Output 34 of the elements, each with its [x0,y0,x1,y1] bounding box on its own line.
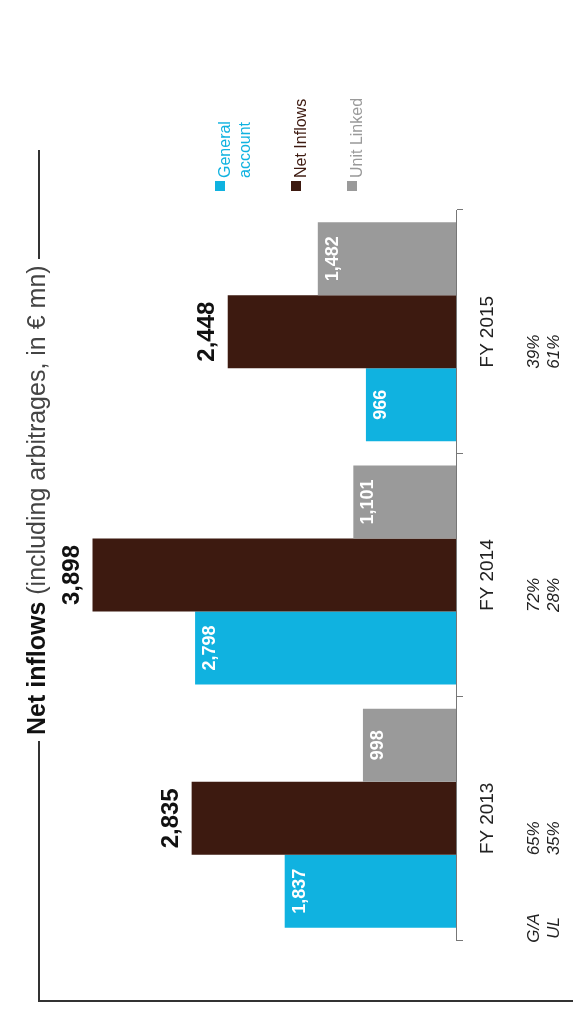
text: 72% [524,577,544,613]
data-label: 966 [369,389,390,420]
bar [317,222,456,296]
text: (including arbitrages, in € mn) [22,265,50,595]
bar [365,368,456,442]
text: UL [544,917,564,939]
data-label: 3,898 [57,544,85,606]
bar [191,781,456,855]
text: 35% [544,821,564,856]
data-label: 1,482 [321,236,342,282]
text: 39% [524,334,544,369]
bar [362,708,456,782]
data-label: 2,448 [192,301,220,362]
data-label: 998 [366,730,387,761]
text: G/A [524,913,544,943]
text: General account [215,120,254,178]
data-label: 1,101 [357,479,378,525]
y-tick-label: FY 2013 [475,782,497,855]
data-label: 2,835 [156,788,184,849]
y-tick-label: FY 2015 [475,295,497,368]
bar [353,465,456,539]
y-tick-label: FY 2014 [475,538,497,611]
text: 28% [544,577,564,614]
text: Net inflows [22,601,50,735]
bar [284,854,456,928]
text: Unit Linked [347,97,366,178]
text: 61% [544,334,564,369]
bar [92,538,456,612]
bar [195,611,456,685]
data-label: 2,798 [199,625,220,671]
bar [227,295,456,369]
text: 65% [524,821,544,856]
text: Net Inflows [291,98,310,178]
data-label: 1,837 [288,868,309,914]
